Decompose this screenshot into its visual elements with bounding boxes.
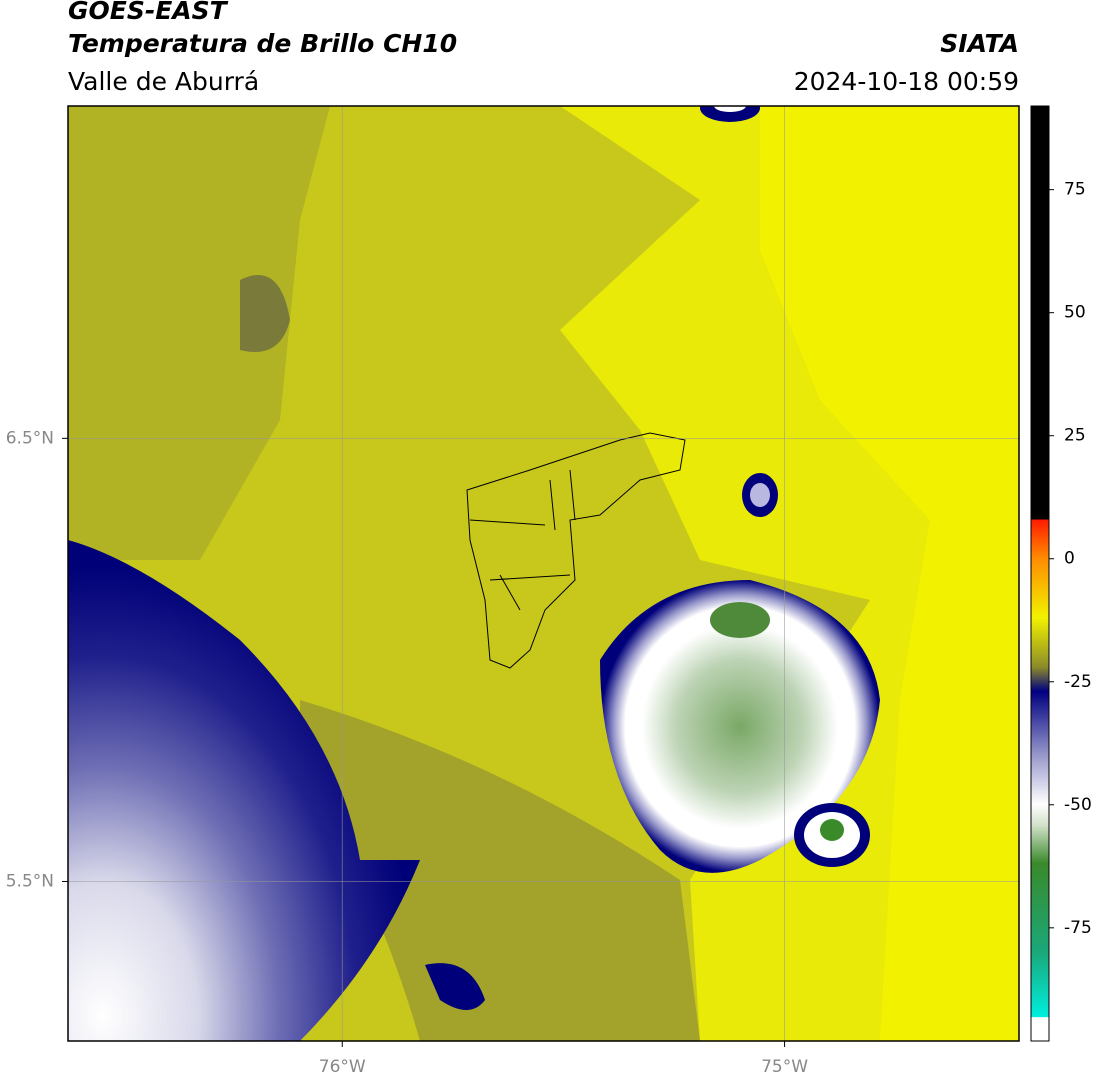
satellite: GOES-EAST [68,0,229,25]
lat-label: 6.5°N [6,428,54,448]
colorbar-label: 0 [1064,549,1075,569]
colorbar-label: -25 [1064,672,1092,692]
product: Temperatura de Brillo CH10 [68,29,457,58]
lon-label: 76°W [319,1057,366,1077]
colorbar-label: 75 [1064,180,1086,200]
source: SIATA [940,29,1019,58]
colorbar-label: 50 [1064,303,1086,323]
satellite-image [68,106,1019,1041]
lat-label: 5.5°N [6,871,54,891]
colorbar-label: -50 [1064,795,1092,815]
lon-label: 75°W [761,1057,808,1077]
colorbar [1030,105,1050,1042]
region: Valle de Aburrá [68,67,259,96]
colorbar-label: 25 [1064,426,1086,446]
colorbar-label: -75 [1064,918,1092,938]
datetime: 2024-10-18 00:59 [794,67,1019,96]
map-frame [67,105,1020,1042]
